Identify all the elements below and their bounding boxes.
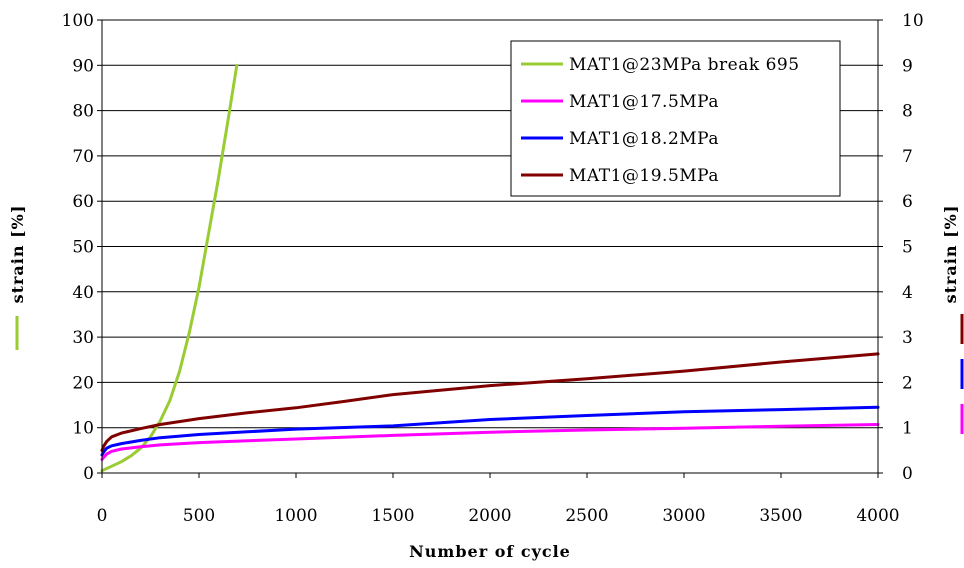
x-tick-label-4000: 4000 — [856, 506, 899, 526]
legend-entries: MAT1@23MPa break 695 MAT1@17.5MPa MAT1@18.… — [521, 55, 800, 186]
left-y-tick-label-30: 30 — [72, 328, 94, 348]
x-tick-label-1500: 1500 — [371, 506, 414, 526]
left-y-tick-label-100: 100 — [62, 11, 94, 31]
right-y-tick-label-7: 7 — [902, 147, 913, 167]
right-y-tick-label-8: 8 — [902, 102, 913, 122]
right-y-tick-label-0: 0 — [902, 464, 913, 484]
right-y-tick-label-9: 9 — [902, 56, 913, 76]
right-y-tick-label-4: 4 — [902, 283, 913, 303]
right-y-tick-label-3: 3 — [902, 328, 913, 348]
left-y-tick-label-90: 90 — [72, 56, 94, 76]
left-y-tick-label-10: 10 — [72, 419, 94, 439]
x-axis-title: Number of cycle — [409, 542, 571, 561]
x-tick-label-1000: 1000 — [274, 506, 317, 526]
right-y-tick-label-6: 6 — [902, 192, 913, 212]
series-layer — [100, 63, 880, 473]
grid-lines — [102, 64, 878, 429]
left-y-tick-label-60: 60 — [72, 192, 94, 212]
legend-box — [510, 40, 841, 197]
right-y-tick-label-1: 1 — [902, 419, 913, 439]
legend-label-4: MAT1@19.5MPa — [569, 166, 719, 186]
series-line-4 — [100, 352, 880, 452]
legend-label-3: MAT1@18.2MPa — [569, 129, 719, 149]
legend: MAT1@23MPa break 695 MAT1@17.5MPa MAT1@18.… — [510, 40, 841, 197]
legend-label-2: MAT1@17.5MPa — [569, 92, 719, 112]
x-tick-label-2000: 2000 — [468, 506, 511, 526]
x-tick-label-2500: 2500 — [565, 506, 608, 526]
right-y-tick-label-2: 2 — [902, 373, 913, 393]
axis-color-markers — [15, 314, 964, 434]
x-tick-label-500: 500 — [183, 506, 215, 526]
x-tick-label-3500: 3500 — [759, 506, 802, 526]
right-y-tick-labels: 0 1 2 3 4 5 6 7 8 9 10 — [878, 11, 924, 484]
left-y-tick-label-0: 0 — [83, 464, 94, 484]
left-y-tick-label-20: 20 — [72, 373, 94, 393]
right-y-axis-title: strain [%] — [941, 205, 960, 304]
left-y-tick-label-80: 80 — [72, 102, 94, 122]
left-y-tick-label-50: 50 — [72, 238, 94, 258]
series-line-2 — [100, 423, 880, 461]
series-line-3 — [100, 405, 880, 457]
left-y-axis-title: strain [%] — [8, 205, 27, 304]
x-tick-label-0: 0 — [97, 506, 108, 526]
series-line-1 — [100, 63, 239, 473]
legend-label-1: MAT1@23MPa break 695 — [569, 55, 800, 75]
left-y-tick-label-40: 40 — [72, 283, 94, 303]
right-y-tick-label-5: 5 — [902, 238, 913, 258]
x-tick-label-3000: 3000 — [662, 506, 705, 526]
left-y-tick-label-70: 70 — [72, 147, 94, 167]
left-y-tick-labels: 0 10 20 30 40 50 60 70 80 90 100 — [62, 11, 102, 484]
x-tick-labels: 0 500 1000 1500 2000 2500 3000 3500 4000 — [97, 473, 900, 526]
right-y-tick-label-10: 10 — [902, 11, 924, 31]
